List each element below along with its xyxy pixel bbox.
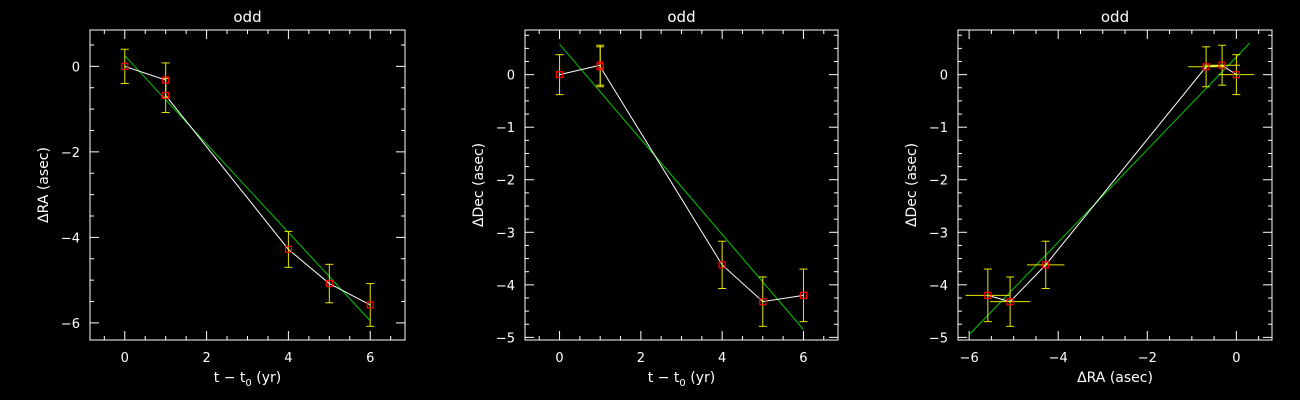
y-tick-label: −5 xyxy=(496,331,515,346)
x-axis-label-subscript: 0 xyxy=(245,378,251,389)
data-point xyxy=(325,279,333,288)
data-point xyxy=(799,291,808,299)
x-tick-label: 2 xyxy=(202,351,210,366)
data-point xyxy=(284,245,293,253)
x-axis-label-main: t − t xyxy=(648,370,680,386)
data-point xyxy=(162,76,170,84)
x-tick-label: 4 xyxy=(718,351,726,366)
x-axis-label: t − t0 (yr) xyxy=(214,370,281,389)
y-axis-label-symbol: Δ xyxy=(36,213,52,223)
data-point xyxy=(984,291,992,299)
y-tick-label: −5 xyxy=(929,331,948,346)
y-tick-label: −2 xyxy=(61,146,80,161)
y-tick-label: −2 xyxy=(929,174,948,189)
y-tick-label: −3 xyxy=(929,226,948,241)
axes-frame xyxy=(524,29,839,341)
data-point xyxy=(555,71,564,79)
data-point xyxy=(1042,261,1050,269)
chart-title: odd xyxy=(233,8,261,26)
x-tick-label: 0 xyxy=(1232,351,1240,366)
chart-title: odd xyxy=(667,8,695,26)
x-axis-label-symbol: Δ xyxy=(1077,370,1087,386)
connect-line xyxy=(124,65,371,306)
y-tick-label: −3 xyxy=(496,226,515,241)
y-axis-label: ΔRA (asec) xyxy=(36,147,52,223)
fit-line xyxy=(968,42,1251,336)
x-tick-label: −2 xyxy=(1138,351,1157,366)
y-axis-label-text: Dec (asec) xyxy=(904,143,920,218)
y-axis-label: ΔDec (asec) xyxy=(904,143,920,227)
fit-line xyxy=(124,55,371,322)
data-point xyxy=(1232,71,1240,79)
plot-area xyxy=(120,48,375,327)
x-axis-label-text: RA (asec) xyxy=(1087,370,1153,386)
axes-frame xyxy=(89,29,406,341)
x-tick-label: 0 xyxy=(121,351,129,366)
plot-area xyxy=(965,42,1255,336)
connect-line xyxy=(987,64,1237,303)
x-axis-label-unit: (yr) xyxy=(686,370,715,386)
data-point xyxy=(1218,61,1226,69)
y-tick-label: −4 xyxy=(61,231,80,246)
y-tick-label: −4 xyxy=(496,279,515,294)
y-axis-label: ΔDec (asec) xyxy=(471,143,487,227)
fit-line xyxy=(559,43,804,330)
y-tick-label: −6 xyxy=(61,317,80,332)
y-tick-label: 0 xyxy=(940,69,948,84)
x-tick-label: 2 xyxy=(637,351,645,366)
x-tick-label: −6 xyxy=(960,351,979,366)
y-tick-label: −2 xyxy=(496,174,515,189)
x-tick-label: 6 xyxy=(366,351,374,366)
x-tick-label: 4 xyxy=(284,351,292,366)
x-tick-label: 0 xyxy=(555,351,563,366)
y-axis-label-symbol: Δ xyxy=(904,217,920,227)
connect-line xyxy=(559,64,804,303)
x-axis-label-unit: (yr) xyxy=(252,370,281,386)
data-point xyxy=(162,91,170,100)
y-tick-label: −4 xyxy=(929,279,948,294)
data-point xyxy=(1202,63,1210,71)
y-tick-label: −1 xyxy=(929,121,948,136)
y-tick-label: 0 xyxy=(507,69,515,84)
axes-frame xyxy=(957,29,1273,341)
y-axis-label-text: RA (asec) xyxy=(36,147,52,213)
plot-area xyxy=(555,43,808,330)
x-tick-label: 6 xyxy=(799,351,807,366)
y-tick-label: −1 xyxy=(496,121,515,136)
x-axis-label-main: t − t xyxy=(214,370,246,386)
x-tick-label: −4 xyxy=(1049,351,1068,366)
y-axis-label-text: Dec (asec) xyxy=(471,143,487,218)
x-axis-label: t − t0 (yr) xyxy=(648,370,715,389)
x-axis-label-subscript: 0 xyxy=(679,378,685,389)
y-tick-label: 0 xyxy=(72,60,80,75)
data-point xyxy=(366,301,374,309)
data-point xyxy=(1006,298,1014,306)
x-axis-label: ΔRA (asec) xyxy=(1077,370,1153,386)
chart-title: odd xyxy=(1101,8,1129,26)
data-point xyxy=(759,298,767,306)
y-axis-label-symbol: Δ xyxy=(471,217,487,227)
data-point xyxy=(718,261,726,269)
data-point xyxy=(121,62,129,70)
data-point xyxy=(596,63,604,71)
